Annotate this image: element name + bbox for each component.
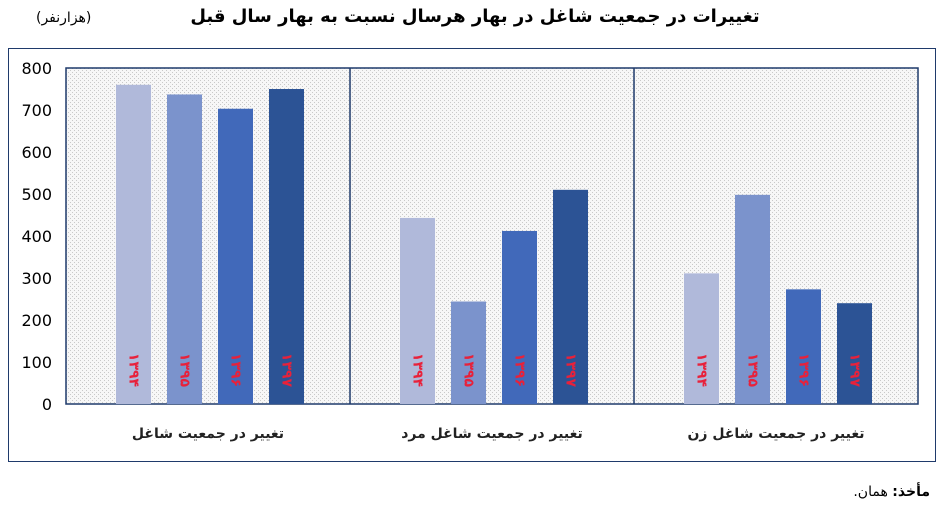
bar [837, 303, 872, 404]
bar-chart: 0 100 200 300 400 500 600 700 800 ۱۳۹۴ ۱۳۹۵ ۱۳۹۶ ۱۳۹… [21, 59, 919, 442]
bar [502, 230, 537, 404]
chart-frame [8, 48, 936, 462]
plot-area [65, 67, 919, 405]
bar-year-label: ۱۳۹۷ [563, 353, 579, 388]
bar-year-label: ۱۳۹۵ [461, 353, 477, 388]
bar-year-label: ۱۳۹۷ [847, 353, 863, 388]
bar [451, 301, 486, 404]
bar-year-label: ۱۳۹۴ [126, 353, 142, 388]
source-label: مأخذ: [892, 484, 930, 500]
y-tick-label: 800 [21, 59, 52, 78]
bar [167, 94, 202, 405]
bar-year-label: ۱۳۹۵ [745, 353, 761, 388]
category-label: تغییر در جمعیت شاغل [132, 426, 284, 442]
bar-year-label: ۱۳۹۷ [279, 353, 295, 388]
bar [218, 108, 253, 405]
bar [116, 84, 151, 405]
y-tick-label: 400 [21, 227, 52, 246]
bar-year-label: ۱۳۹۴ [410, 353, 426, 388]
bar [400, 217, 435, 404]
y-tick-label: 0 [42, 395, 52, 414]
bar [735, 194, 770, 404]
bar-year-label: ۱۳۹۶ [228, 353, 244, 387]
category-label: تغییر در جمعیت شاغل مرد [401, 426, 583, 442]
bar [269, 89, 304, 404]
chart-title: تغییرات در جمعیت شاغل در بهار هرسال نسبت… [190, 6, 760, 27]
y-tick-label: 700 [21, 101, 52, 120]
bar-year-label: ۱۳۹۴ [694, 353, 710, 388]
bar [786, 289, 821, 404]
source-note: مأخذ: همان. [853, 484, 930, 500]
y-tick-label: 200 [21, 311, 52, 330]
unit-label: (هزارنفر) [36, 10, 92, 26]
bar-year-label: ۱۳۹۵ [177, 353, 193, 388]
category-label: تغییر در جمعیت شاغل زن [687, 426, 864, 442]
y-tick-label: 300 [21, 269, 52, 288]
y-tick-label: 600 [21, 143, 52, 162]
y-tick-label: 100 [21, 353, 52, 372]
bar-year-label: ۱۳۹۶ [512, 353, 528, 387]
source-value: همان. [853, 484, 888, 500]
bar [684, 273, 719, 404]
bar-year-label: ۱۳۹۶ [796, 353, 812, 387]
y-tick-label: 500 [21, 185, 52, 204]
bar [553, 189, 588, 404]
